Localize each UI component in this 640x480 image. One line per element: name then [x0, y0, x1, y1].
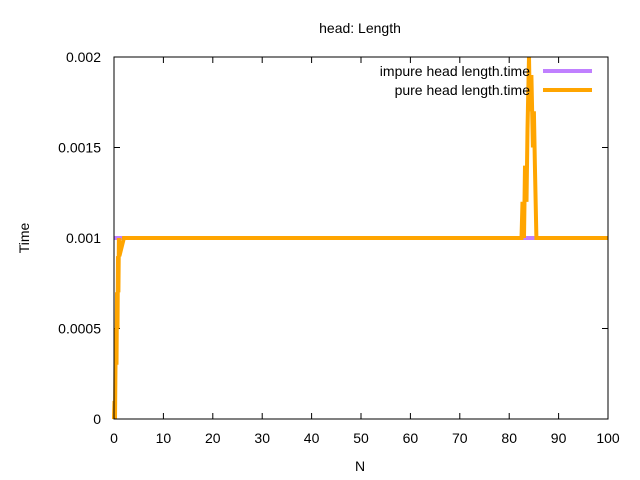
x-tick-label: 80 [501, 430, 517, 446]
y-tick-label: 0.0005 [58, 321, 101, 337]
y-tick-label: 0.0015 [58, 140, 101, 156]
series-line-pure [112, 56, 608, 420]
x-tick-label: 30 [254, 430, 270, 446]
x-tick-label: 60 [403, 430, 419, 446]
x-tick-label: 0 [110, 430, 118, 446]
legend-label: impure head length.time [380, 63, 530, 79]
plot-frame [113, 56, 609, 420]
x-tick-label: 20 [205, 430, 221, 446]
x-tick-label: 10 [156, 430, 172, 446]
y-tick-label: 0 [93, 411, 101, 427]
x-axis-label: N [355, 458, 365, 474]
x-tick-label: 50 [353, 430, 369, 446]
x-tick-label: 100 [596, 430, 620, 446]
y-tick-label: 0.001 [66, 230, 101, 246]
y-axis-label: Time [16, 222, 32, 253]
legend-label: pure head length.time [395, 82, 531, 98]
x-tick-label: 70 [452, 430, 468, 446]
chart-title: head: Length [319, 20, 401, 36]
x-tick-label: 90 [551, 430, 567, 446]
x-tick-label: 40 [304, 430, 320, 446]
y-tick-label: 0.002 [66, 49, 101, 65]
legend: impure head length.time pure head length.… [380, 63, 592, 98]
